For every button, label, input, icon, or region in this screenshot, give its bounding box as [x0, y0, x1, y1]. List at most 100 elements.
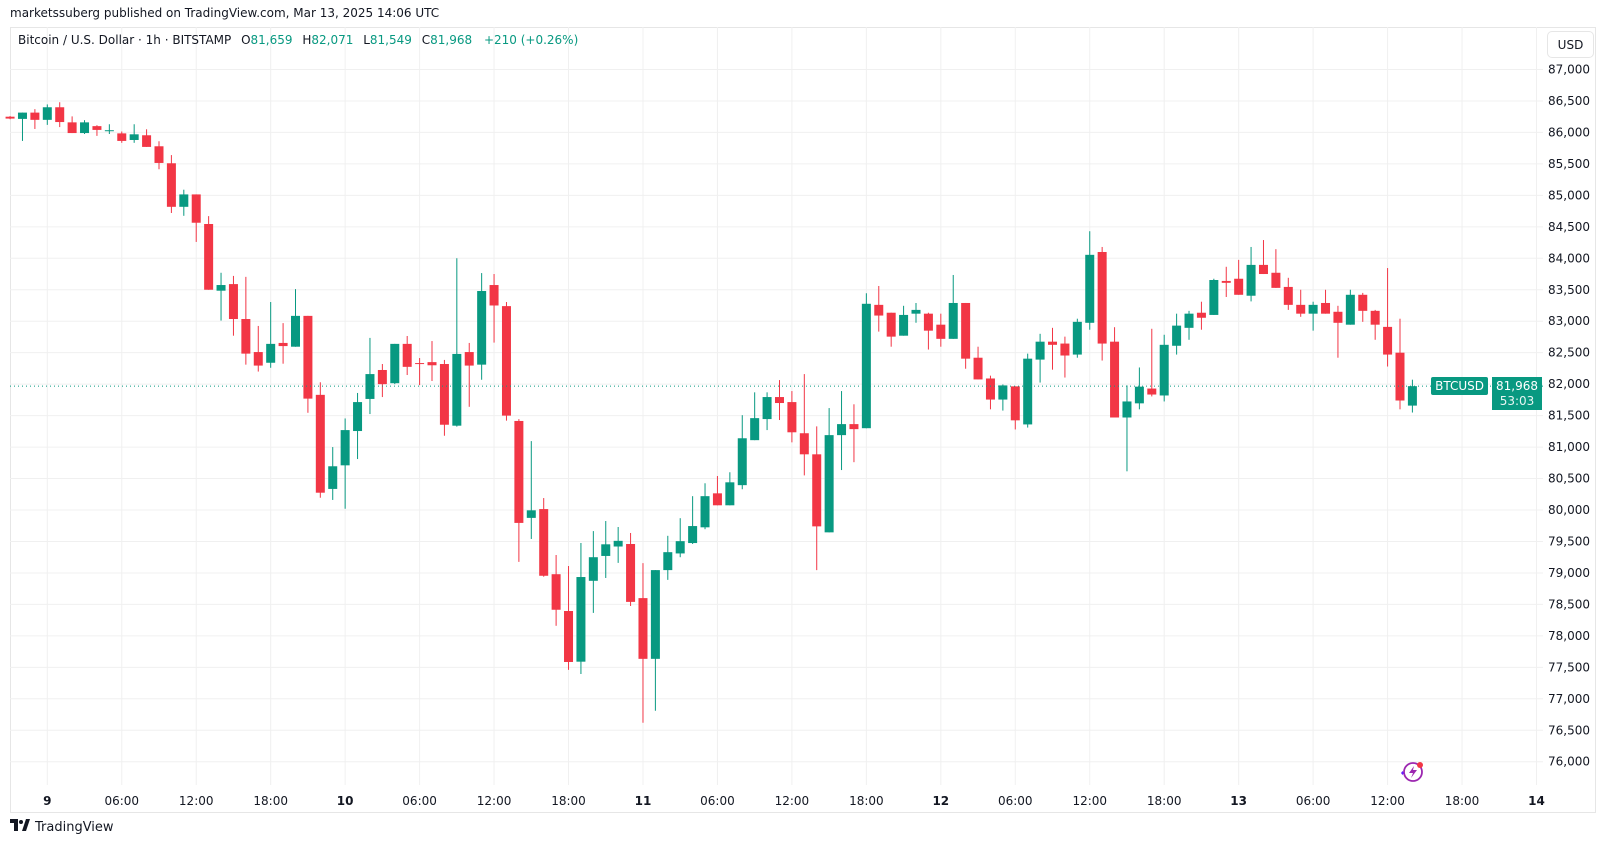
- price-tick-label: 83,000: [1548, 314, 1590, 328]
- candle: [55, 102, 65, 128]
- candle-body: [1383, 326, 1393, 355]
- price-tick-label: 87,000: [1548, 63, 1590, 77]
- candle: [489, 274, 499, 343]
- candle-body: [774, 397, 784, 404]
- candle-body: [849, 424, 859, 430]
- tradingview-logo[interactable]: TradingView: [10, 819, 114, 835]
- candle: [427, 341, 437, 382]
- candle-body: [104, 130, 114, 132]
- candle-body: [377, 369, 387, 385]
- candle: [787, 391, 797, 443]
- currency-button[interactable]: USD: [1547, 31, 1594, 58]
- candle: [725, 472, 735, 506]
- candle-body: [1134, 386, 1144, 404]
- candle: [1184, 310, 1194, 340]
- price-tick-label: 76,000: [1548, 755, 1590, 769]
- candle: [1345, 289, 1355, 325]
- candle-body: [1308, 304, 1318, 314]
- time-tick-label: 18:00: [1147, 794, 1182, 808]
- candle-body: [303, 315, 313, 399]
- candle-body: [1395, 352, 1405, 401]
- candle-body: [613, 540, 623, 547]
- candle: [762, 392, 772, 431]
- time-tick-label: 18:00: [849, 794, 884, 808]
- candle-body: [266, 343, 276, 363]
- candle-body: [688, 526, 698, 544]
- price-tick-label: 79,000: [1548, 566, 1590, 580]
- candle: [340, 418, 350, 509]
- candle-body: [353, 402, 363, 432]
- candle: [737, 415, 747, 490]
- candle: [899, 305, 909, 336]
- candle: [5, 116, 15, 120]
- candle: [291, 289, 300, 347]
- candle: [936, 313, 946, 347]
- time-tick-label: 06:00: [700, 794, 735, 808]
- candle-body: [712, 493, 722, 506]
- candle: [1209, 278, 1219, 315]
- candle: [104, 124, 114, 135]
- candle-body: [762, 397, 772, 420]
- candle: [1134, 367, 1144, 410]
- candle: [849, 404, 859, 463]
- candle: [117, 131, 127, 143]
- candle-body: [1072, 321, 1082, 355]
- candle: [948, 274, 958, 339]
- candle: [179, 189, 189, 216]
- candle: [973, 346, 983, 380]
- candle-body: [1097, 251, 1107, 344]
- candle: [216, 272, 226, 321]
- candle-body: [464, 352, 474, 366]
- candle-body: [278, 342, 288, 347]
- candle-body: [1296, 304, 1306, 314]
- candle-body: [998, 385, 1008, 400]
- candle: [67, 116, 77, 134]
- candle-body: [526, 510, 536, 518]
- candle: [142, 129, 152, 147]
- candle-body: [1184, 313, 1194, 328]
- change-value: +210 (+0.26%): [483, 33, 579, 47]
- candle-body: [489, 285, 499, 306]
- candle-body: [564, 611, 574, 662]
- candle: [961, 302, 971, 369]
- candle: [1258, 240, 1268, 275]
- low-value: 81,549: [369, 33, 412, 47]
- time-tick-label: 06:00: [104, 794, 139, 808]
- candle: [1395, 318, 1405, 410]
- candle-body: [1283, 286, 1293, 305]
- candle-body: [17, 112, 27, 119]
- symbol-title[interactable]: Bitcoin / U.S. Dollar · 1h · BITSTAMP: [18, 33, 232, 47]
- candle: [17, 112, 27, 141]
- candle: [1110, 327, 1120, 418]
- candle-body: [911, 309, 921, 314]
- candle: [1221, 266, 1231, 297]
- bar-countdown: 53:03: [1499, 394, 1535, 408]
- candle: [1383, 268, 1393, 367]
- candle-body: [253, 352, 263, 366]
- candle: [861, 293, 871, 429]
- candle: [452, 258, 462, 427]
- candle-body: [80, 122, 90, 134]
- candle-body: [948, 302, 958, 339]
- candle-body: [576, 577, 586, 662]
- candle-body: [837, 424, 847, 436]
- time-tick-label: 12:00: [477, 794, 512, 808]
- candle-body: [1035, 341, 1045, 360]
- close-value: 81,968: [430, 33, 473, 47]
- candle: [30, 109, 40, 129]
- price-tick-label: 80,000: [1548, 503, 1590, 517]
- time-tick-label: 12:00: [179, 794, 214, 808]
- candle: [241, 276, 251, 365]
- candle-body: [92, 126, 102, 130]
- candle: [774, 380, 784, 421]
- candle: [1122, 385, 1132, 472]
- candle-body: [551, 574, 561, 610]
- candle: [539, 498, 549, 577]
- candle: [80, 120, 90, 135]
- candle-body: [1246, 264, 1256, 296]
- candle: [1333, 305, 1343, 358]
- lightning-bolt-icon[interactable]: [1398, 759, 1426, 789]
- candle-body: [452, 353, 462, 426]
- candle: [377, 364, 387, 398]
